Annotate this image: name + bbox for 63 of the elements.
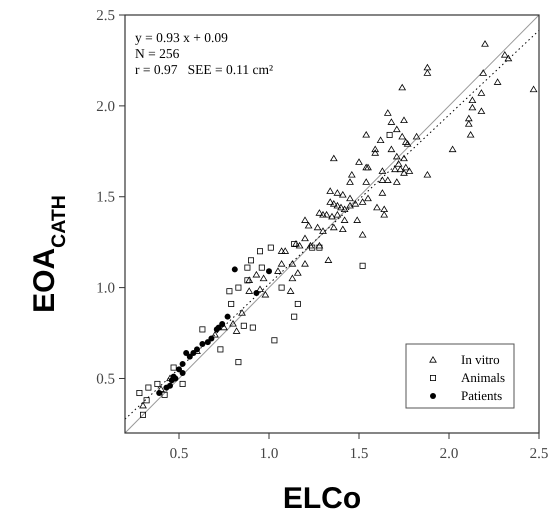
point: [224, 314, 231, 320]
point: [386, 132, 393, 138]
x-axis-title: ELCo: [282, 482, 362, 515]
point: [217, 346, 224, 352]
point: [167, 382, 173, 389]
point: [258, 264, 265, 271]
point: [180, 360, 186, 367]
point: [271, 337, 278, 344]
point: [199, 326, 206, 332]
point: [140, 412, 146, 418]
y-tick-label: 2.5: [96, 8, 115, 24]
y-tick-label: 1.0: [96, 280, 115, 297]
point: [235, 284, 242, 291]
point: [170, 364, 177, 371]
point: [360, 262, 366, 269]
point: [144, 397, 150, 404]
point: [244, 277, 250, 284]
point: [145, 384, 152, 391]
point: [176, 366, 182, 372]
point: [309, 244, 316, 251]
x-tick-label: 2.5: [530, 446, 548, 462]
point: [291, 240, 298, 247]
point: [180, 380, 186, 387]
point: [183, 350, 190, 356]
point: [266, 268, 272, 274]
point: [162, 392, 168, 398]
point: [190, 350, 196, 356]
point: [244, 264, 250, 271]
point: [156, 390, 162, 396]
legend-label: Patients: [461, 388, 502, 403]
point: [253, 290, 260, 296]
point: [180, 370, 186, 376]
point: [278, 284, 285, 291]
y-tick-label: 2.0: [96, 98, 115, 115]
y-tick-label: 1.5: [96, 190, 115, 206]
point: [235, 359, 242, 366]
y-tick-label: 0.5: [96, 371, 115, 388]
point: [268, 244, 274, 251]
point: [248, 257, 254, 264]
point: [250, 324, 256, 331]
annotation: N = 256: [135, 46, 180, 61]
point: [204, 339, 211, 346]
point: [240, 322, 247, 329]
annotation: r = 0.97 SEE = 0.11 cm²: [135, 62, 274, 77]
point: [136, 390, 142, 396]
point: [316, 244, 322, 251]
x-tick-label: 2.0: [440, 446, 458, 462]
point: [219, 320, 226, 327]
point: [232, 266, 238, 272]
x-tick-label: 1.5: [350, 446, 368, 462]
point: [226, 288, 232, 294]
point: [291, 314, 298, 320]
point: [154, 380, 160, 387]
point: [199, 340, 206, 347]
legend-label: In vitro: [461, 352, 500, 367]
point: [257, 248, 263, 254]
point: [228, 300, 234, 307]
point: [208, 335, 214, 342]
point: [294, 300, 301, 307]
x-tick-label: 0.5: [170, 446, 188, 462]
x-tick-label: 1.0: [260, 446, 278, 462]
legend-label: Animals: [461, 370, 506, 385]
annotation: y = 0.93 x + 0.09: [135, 30, 228, 45]
